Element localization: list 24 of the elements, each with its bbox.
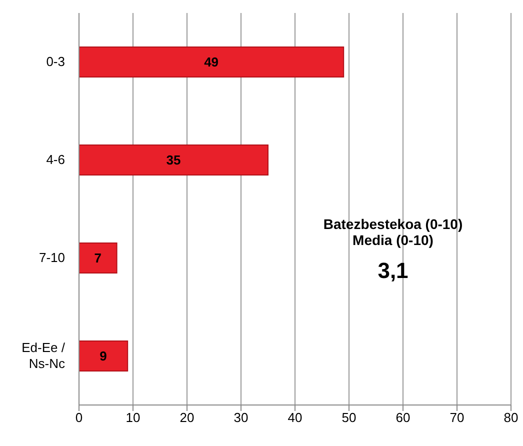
annotation: Media (0-10) bbox=[352, 232, 434, 248]
data-label: 35 bbox=[166, 152, 181, 168]
x-tick-label: 80 bbox=[504, 410, 518, 426]
data-label: 9 bbox=[100, 348, 107, 364]
y-tick-label: 7-10 bbox=[38, 250, 65, 265]
x-tick-label: 70 bbox=[450, 410, 464, 426]
annotation: 3,1 bbox=[376, 258, 410, 284]
bar bbox=[79, 144, 268, 176]
x-tick-label: 30 bbox=[234, 410, 248, 426]
x-tick-label: 10 bbox=[126, 410, 140, 426]
x-tick-label: 0 bbox=[75, 410, 83, 426]
data-label: 49 bbox=[204, 54, 219, 70]
y-tick-label: 4-6 bbox=[46, 152, 65, 167]
annotation: Batezbestekoa (0-10) bbox=[322, 216, 464, 232]
bar bbox=[79, 242, 118, 274]
y-tick-label: 0-3 bbox=[46, 54, 65, 69]
x-tick-label: 20 bbox=[180, 410, 194, 426]
y-tick-label: Ed-Ee / Ns-Nc bbox=[22, 340, 66, 371]
data-label: 7 bbox=[94, 250, 102, 266]
bar bbox=[79, 46, 344, 78]
x-tick-label: 60 bbox=[396, 410, 410, 426]
x-tick-label: 50 bbox=[342, 410, 356, 426]
x-tick-label: 40 bbox=[288, 410, 302, 426]
bar bbox=[79, 340, 128, 372]
